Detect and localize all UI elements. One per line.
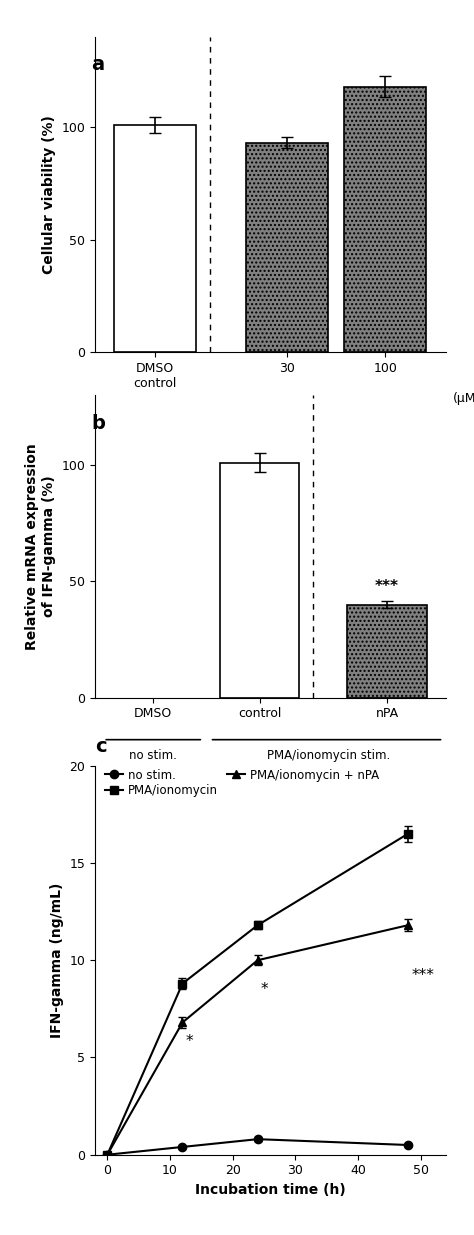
Text: *: * bbox=[261, 982, 268, 997]
Bar bbox=[347, 605, 427, 698]
Text: b: b bbox=[91, 414, 106, 432]
Bar bbox=[344, 86, 427, 352]
Text: nPA: nPA bbox=[324, 420, 347, 432]
Y-axis label: Relative mRNA expression
of IFN-gamma (%): Relative mRNA expression of IFN-gamma (%… bbox=[26, 443, 55, 650]
Y-axis label: Cellular viability (%): Cellular viability (%) bbox=[42, 115, 55, 274]
Text: ***: *** bbox=[411, 968, 434, 983]
Bar bbox=[114, 125, 196, 352]
Bar bbox=[246, 143, 328, 352]
Legend: no stim., PMA/ionomycin, PMA/ionomycin + nPA: no stim., PMA/ionomycin, PMA/ionomycin +… bbox=[100, 763, 383, 803]
Bar bbox=[219, 463, 300, 698]
Text: c: c bbox=[95, 736, 107, 756]
Text: a: a bbox=[91, 56, 105, 74]
Text: PMA/ionomycin stim.: PMA/ionomycin stim. bbox=[267, 748, 390, 762]
Text: *: * bbox=[186, 1035, 193, 1050]
Y-axis label: IFN-gamma (ng/mL): IFN-gamma (ng/mL) bbox=[50, 883, 64, 1037]
Text: ***: *** bbox=[375, 579, 399, 594]
Text: (μM): (μM) bbox=[453, 393, 474, 405]
Text: no stim.: no stim. bbox=[129, 748, 177, 762]
X-axis label: Incubation time (h): Incubation time (h) bbox=[195, 1183, 346, 1197]
